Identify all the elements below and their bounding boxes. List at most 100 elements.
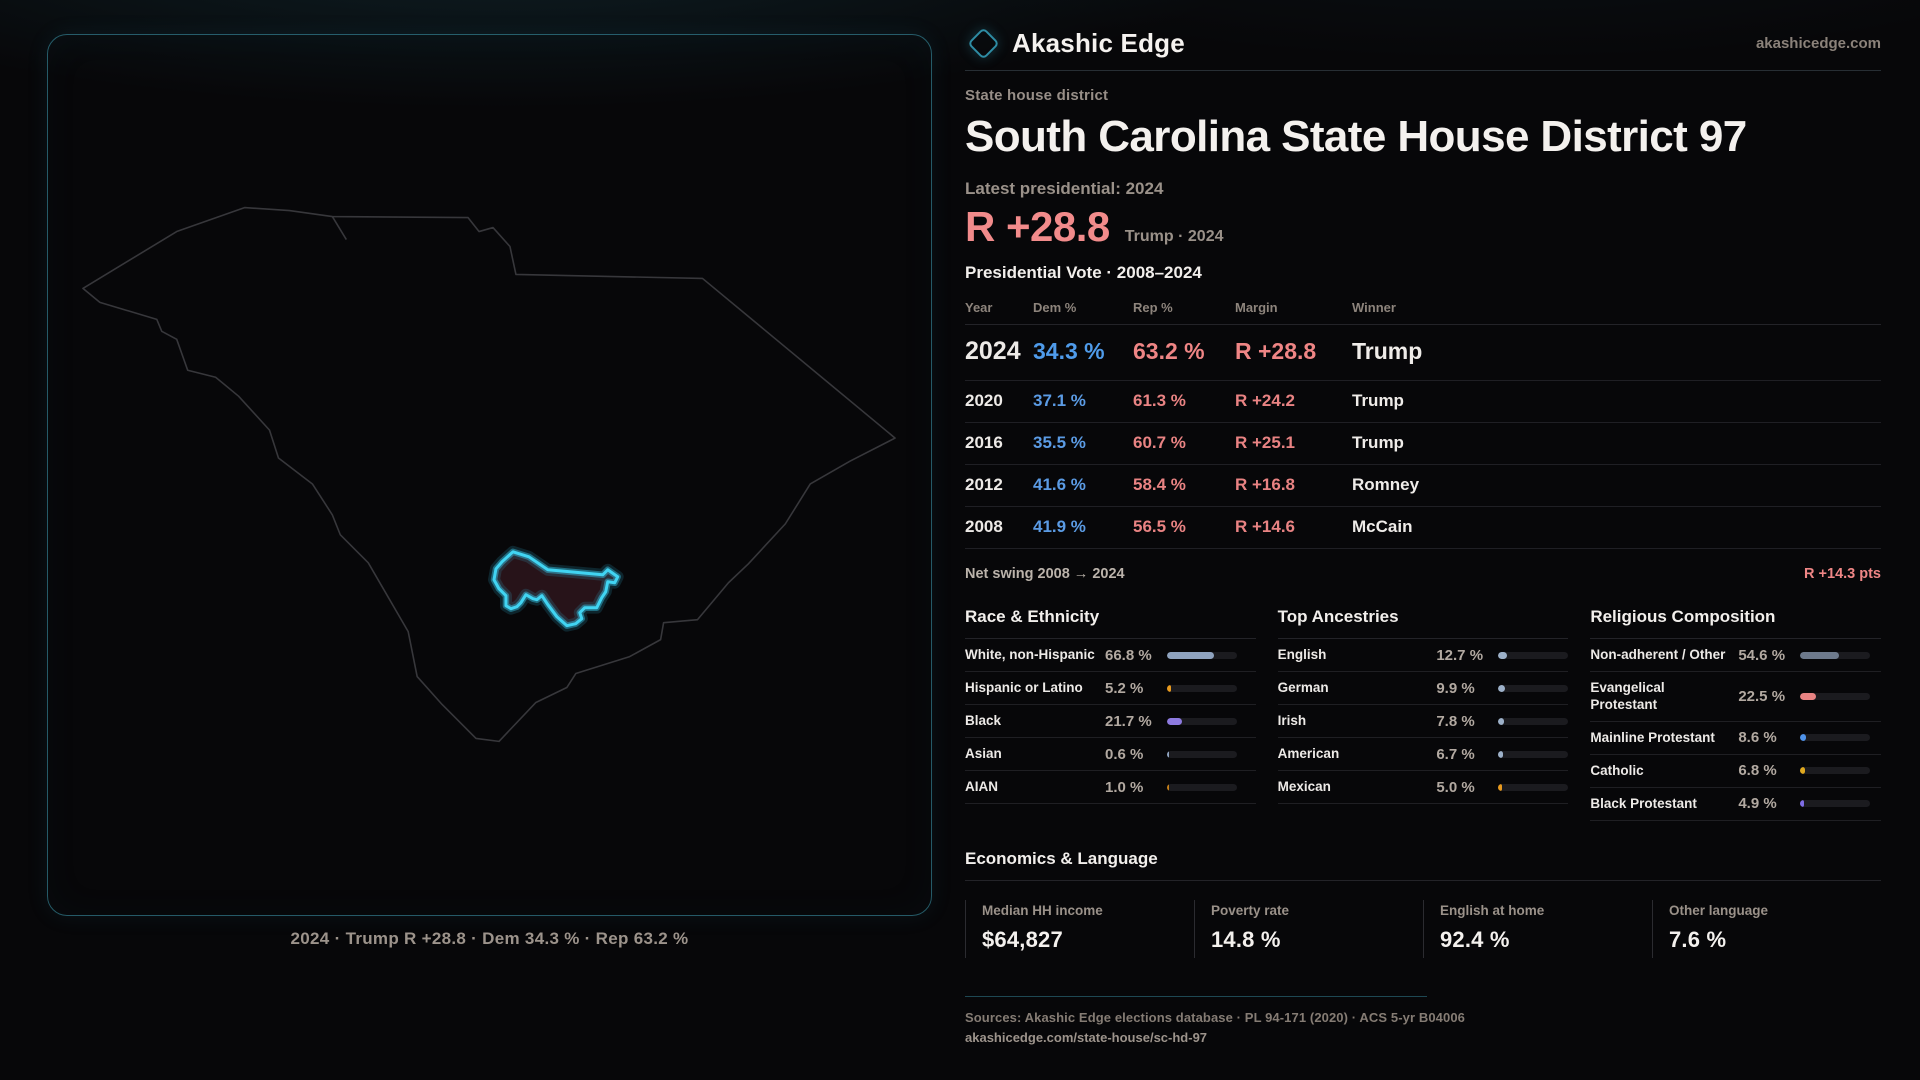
section-religious-composition: Religious Composition Non-adherent / Oth…	[1590, 602, 1881, 821]
demo-row: American 6.7 %	[1277, 738, 1569, 771]
margin-value: R +28.8	[965, 203, 1110, 250]
demo-row: German 9.9 %	[1277, 672, 1569, 705]
rep-cell: 56.5 %	[1133, 517, 1186, 536]
stat-label: English at home	[1440, 902, 1545, 918]
rep-cell: 58.4 %	[1133, 475, 1186, 494]
winner-cell: Trump	[1352, 338, 1423, 364]
section-race-ethnicity: Race & Ethnicity White, non-Hispanic 66.…	[965, 602, 1256, 821]
stat-other-language: Other language 7.6 %	[1652, 899, 1881, 958]
permalink[interactable]: akashicedge.com/state-house/sc-hd-97	[965, 1029, 1208, 1045]
demo-value: 8.6 %	[1738, 729, 1777, 747]
demo-value: 12.7 %	[1436, 646, 1484, 664]
table-row: 2024 34.3 % 63.2 % R +28.8 Trump	[965, 325, 1881, 381]
column-header-rep: Rep %	[1133, 300, 1173, 315]
demo-label: German	[1277, 680, 1329, 696]
year-cell: 2008	[965, 517, 1003, 536]
brand-header: Akashic Edge akashicedge.com	[965, 27, 1881, 60]
demo-value: 21.7 %	[1105, 712, 1152, 730]
dem-cell: 41.6 %	[1033, 475, 1086, 494]
year-cell: 2020	[965, 391, 1003, 410]
demo-bar	[1167, 783, 1237, 791]
net-swing-value: R +14.3 pts	[1804, 566, 1881, 582]
demo-row: White, non-Hispanic 66.8 %	[965, 639, 1256, 672]
column-header-year: Year	[965, 300, 993, 315]
demo-bar	[1800, 692, 1871, 700]
demo-label: Asian	[965, 746, 1002, 762]
demo-bar	[1800, 734, 1871, 742]
district-type-kicker: State house district	[965, 87, 1109, 104]
demo-bar	[1800, 800, 1871, 808]
demo-row: Black Protestant 4.9 %	[1590, 788, 1881, 821]
stat-label: Poverty rate	[1211, 902, 1290, 918]
winner-cell: Trump	[1352, 433, 1404, 452]
winner-cell: Trump	[1352, 391, 1404, 410]
section-title: Religious Composition	[1590, 602, 1881, 639]
margin-context: Trump · 2024	[1124, 228, 1224, 245]
presidential-vote-table: Year Dem % Rep % Margin Winner 2024 34.3…	[965, 291, 1881, 549]
column-header-dem: Dem %	[1033, 300, 1077, 315]
section-title: Race & Ethnicity	[965, 602, 1256, 639]
demo-row: Black 21.7 %	[965, 705, 1256, 738]
section-title: Top Ancestries	[1277, 602, 1569, 639]
demo-label: Hispanic or Latino	[965, 680, 1083, 696]
demo-bar	[1498, 783, 1569, 791]
rep-cell: 61.3 %	[1133, 391, 1186, 410]
margin-cell: R +25.1	[1235, 433, 1296, 452]
demo-value: 6.7 %	[1436, 745, 1475, 763]
state-border-tick	[331, 216, 348, 240]
demo-value: 9.9 %	[1436, 679, 1475, 697]
demo-value: 6.8 %	[1738, 762, 1777, 780]
demo-row: Mainline Protestant 8.6 %	[1590, 722, 1881, 755]
demo-label: Catholic	[1590, 762, 1644, 778]
stat-median-income: Median HH income $64,827	[965, 899, 1194, 958]
demo-label: Black Protestant	[1590, 795, 1697, 811]
south-carolina-map	[82, 206, 896, 743]
demo-row: Evangelical Protestant 22.5 %	[1590, 672, 1881, 722]
demo-label: White, non-Hispanic	[965, 647, 1095, 663]
column-header-margin: Margin	[1235, 300, 1278, 315]
demo-value: 1.0 %	[1105, 778, 1144, 796]
demo-value: 4.9 %	[1738, 795, 1777, 813]
stat-value: 14.8 %	[1211, 926, 1281, 952]
year-cell: 2012	[965, 475, 1003, 494]
demo-value: 22.5 %	[1738, 687, 1786, 705]
dem-cell: 34.3 %	[1033, 338, 1105, 364]
headline-margin: R +28.8 Trump · 2024	[965, 203, 1881, 251]
stat-english-at-home: English at home 92.4 %	[1423, 899, 1652, 958]
demo-bar	[1800, 767, 1871, 775]
section-title: Economics & Language	[965, 849, 1881, 881]
demo-bar	[1498, 750, 1569, 758]
demo-bar	[1167, 684, 1237, 692]
page-title: South Carolina State House District 97	[965, 112, 1747, 161]
stat-value: 7.6 %	[1669, 926, 1727, 952]
margin-cell: R +24.2	[1235, 391, 1296, 410]
demo-row: AIAN 1.0 %	[965, 771, 1256, 804]
demo-label: English	[1277, 647, 1327, 663]
demo-bar	[1167, 750, 1237, 758]
net-swing-row: Net swing 2008 → 2024 R +14.3 pts	[965, 566, 1881, 582]
demo-label: Black	[965, 713, 1002, 729]
dem-cell: 41.9 %	[1033, 517, 1086, 536]
table-header-row: Year Dem % Rep % Margin Winner	[965, 291, 1881, 325]
dem-cell: 35.5 %	[1033, 433, 1086, 452]
demo-bar	[1498, 651, 1569, 659]
footer: Sources: Akashic Edge elections database…	[965, 995, 1881, 1045]
demo-bar	[1498, 684, 1569, 692]
brand-site-domain: akashicedge.com	[1755, 35, 1881, 52]
demo-label: Mainline Protestant	[1590, 729, 1715, 745]
sources-text: Sources: Akashic Edge elections database…	[965, 1009, 1465, 1025]
stat-label: Other language	[1669, 902, 1769, 918]
stat-value: $64,827	[982, 926, 1063, 952]
state-outline	[82, 206, 896, 743]
column-header-winner: Winner	[1352, 300, 1396, 315]
demo-label: American	[1277, 746, 1340, 762]
stat-label: Median HH income	[982, 902, 1103, 918]
section-top-ancestries: Top Ancestries English 12.7 % German 9.9…	[1277, 602, 1569, 821]
demo-value: 66.8 %	[1105, 646, 1152, 664]
demographics-grid: Race & Ethnicity White, non-Hispanic 66.…	[965, 602, 1881, 821]
demo-row: Mexican 5.0 %	[1277, 771, 1569, 804]
net-swing-label: Net swing 2008 → 2024	[965, 566, 1125, 582]
demo-bar	[1800, 651, 1871, 659]
demo-row: English 12.7 %	[1277, 639, 1569, 672]
margin-cell: R +16.8	[1235, 475, 1296, 494]
